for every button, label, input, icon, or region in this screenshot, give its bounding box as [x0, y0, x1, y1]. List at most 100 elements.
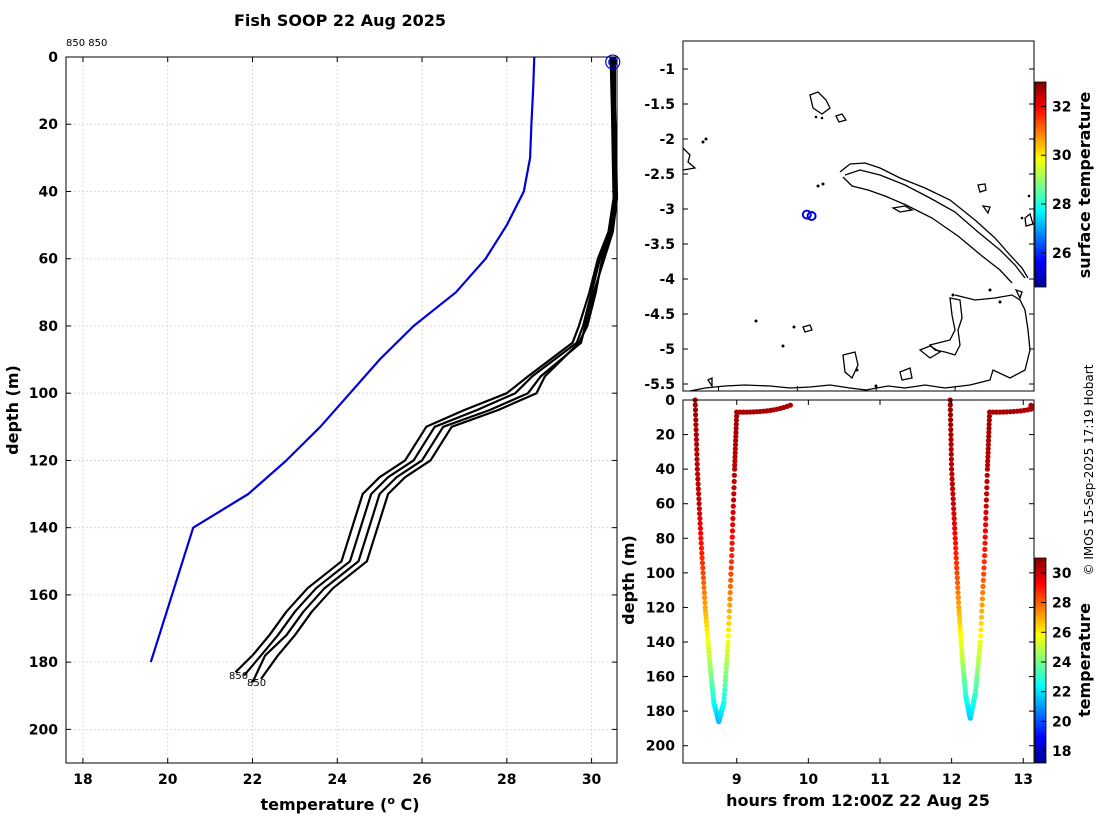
- x-axis-label: temperature (o C): [260, 794, 419, 814]
- temperature-sample: [729, 553, 735, 559]
- temperature-sample: [724, 652, 730, 658]
- temperature-sample: [698, 530, 704, 536]
- temperature-sample: [947, 407, 954, 413]
- map-y-tick-label: -5: [659, 342, 675, 358]
- time-x-tick-label: 11: [870, 772, 889, 788]
- temperature-sample: [952, 535, 958, 541]
- temperature-sample: [984, 478, 990, 485]
- temperature-colorbar: [1034, 557, 1047, 764]
- temperature-sample: [733, 438, 739, 444]
- temperature-sample: [729, 546, 735, 553]
- temperature-sample: [955, 599, 962, 606]
- temperature-sample: [693, 417, 699, 423]
- x-tick-label: 18: [73, 772, 92, 788]
- temperature-sample: [982, 540, 988, 546]
- temperature-sample: [697, 520, 703, 527]
- temperature-sample: [986, 425, 992, 431]
- temperature-sample: [959, 649, 965, 655]
- temperature-sample: [973, 687, 979, 693]
- temperature-sample: [692, 402, 698, 408]
- temperature-colorbar-label: temperature: [1075, 603, 1094, 717]
- temperature-sample: [722, 682, 728, 688]
- temperature-sample: [726, 608, 733, 614]
- temperature-sample: [701, 590, 707, 596]
- temperature-sample: [955, 585, 961, 591]
- temperature-sample: [985, 446, 991, 452]
- temperature-sample: [721, 699, 727, 706]
- temperature-sample: [732, 454, 738, 460]
- temperature-sample: [695, 476, 701, 482]
- y-tick-label: 60: [39, 252, 59, 268]
- time-y-tick-label: 120: [646, 600, 675, 616]
- temperature-sample: [733, 433, 739, 440]
- temperature-sample: [787, 402, 794, 408]
- temperature-sample: [985, 458, 991, 464]
- temperature-sample: [699, 555, 705, 561]
- temperature-sample: [948, 451, 954, 457]
- y-tick-label: 100: [29, 386, 58, 402]
- temperature-sample: [731, 497, 737, 503]
- temperature-sample: [693, 432, 699, 438]
- temperature-sample: [699, 550, 705, 556]
- temperature-sample: [726, 614, 732, 620]
- temperature-sample: [698, 535, 704, 541]
- time-axis-label: hours from 12:00Z 22 Aug 25: [726, 791, 990, 810]
- temperature-sample: [730, 515, 736, 522]
- temperature-sample: [983, 503, 989, 509]
- temperature-sample: [949, 481, 956, 487]
- temperature-sample: [948, 441, 954, 447]
- temperature-sample: [693, 422, 699, 428]
- temperature-sample: [702, 599, 708, 606]
- temperature-sample: [697, 510, 703, 517]
- temperature-sample: [701, 585, 707, 591]
- temperature-sample: [721, 691, 728, 697]
- temperature-sample: [972, 691, 978, 697]
- temperature-sample: [950, 501, 957, 507]
- map-frame: [682, 40, 1035, 392]
- time-x-tick-label: 13: [1014, 772, 1033, 788]
- temperature-sample: [730, 522, 736, 528]
- temperature-sample: [693, 412, 699, 418]
- map-y-tick-label: -3.5: [644, 237, 675, 253]
- temperature-sample: [979, 596, 986, 602]
- temperature-sample: [954, 575, 960, 581]
- temperature-sample: [947, 412, 954, 418]
- temperature-colorbar-tick-label: 24: [1052, 655, 1072, 671]
- map-panel: 149150151152-1-1.5-2-2.5-3-3.5-4-4.5-5-5…: [644, 40, 1094, 414]
- temperature-sample: [694, 446, 700, 452]
- temperature-sample: [982, 534, 988, 540]
- time-depth-y-label: depth (m): [619, 535, 638, 625]
- temperature-sample: [953, 545, 959, 551]
- temperature-sample: [948, 456, 955, 462]
- map-colorbar-tick-label: 26: [1052, 246, 1071, 262]
- temperature-sample: [978, 633, 984, 639]
- temperature-sample: [732, 450, 738, 456]
- temperature-sample: [986, 433, 992, 440]
- temperature-sample: [694, 466, 700, 472]
- temperature-sample: [732, 466, 738, 472]
- temperature-sample: [978, 614, 985, 620]
- temperature-sample: [957, 615, 963, 622]
- temperature-sample: [984, 472, 990, 478]
- temperature-sample: [732, 462, 738, 468]
- temperature-sample: [973, 683, 979, 690]
- temperature-sample: [948, 446, 954, 452]
- temperature-sample: [950, 491, 956, 497]
- temperature-sample: [732, 458, 738, 464]
- coastline: [682, 91, 1034, 392]
- y-tick-label: 140: [29, 521, 58, 537]
- map-y-tick-label: -2: [659, 132, 675, 148]
- temperature-colorbar-tick-label: 26: [1052, 625, 1071, 641]
- temperature-sample: [985, 442, 992, 448]
- temperature-sample: [952, 540, 959, 546]
- x-tick-label: 28: [497, 772, 516, 788]
- temperature-sample: [982, 528, 989, 534]
- x-tick-label: 26: [412, 772, 431, 788]
- temperature-sample: [983, 515, 989, 522]
- time-y-tick-label: 20: [656, 428, 676, 444]
- temperature-sample: [978, 627, 984, 633]
- map-colorbar-tick-label: 32: [1052, 99, 1071, 115]
- temperature-sample: [695, 481, 701, 487]
- temperature-sample: [692, 407, 699, 413]
